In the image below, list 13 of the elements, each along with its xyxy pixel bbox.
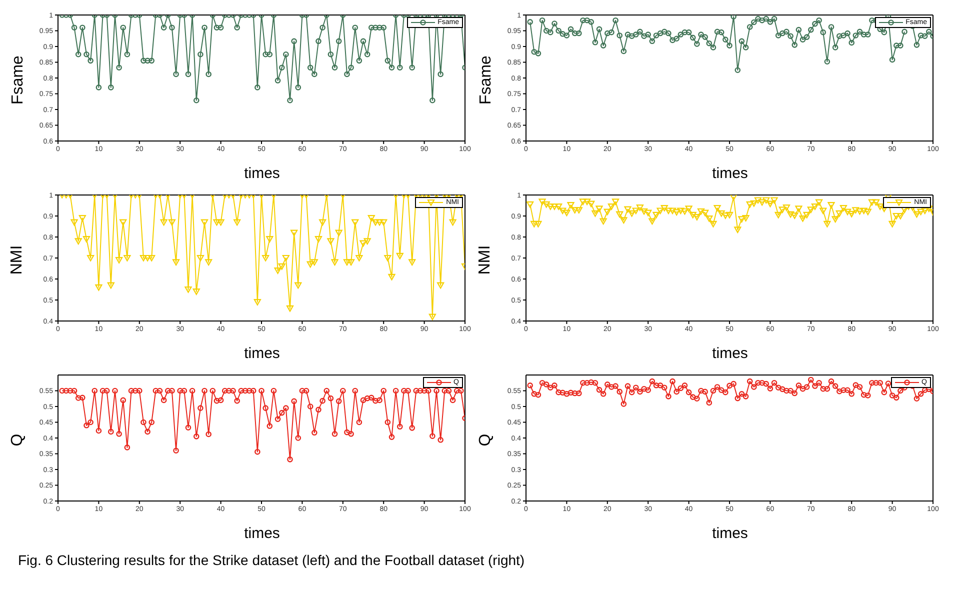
x-axis-title: times <box>243 165 281 182</box>
y-axis-title: NMI <box>477 245 495 275</box>
y-axis-title: Fsame <box>9 56 27 104</box>
x-axis-title: times <box>711 165 749 182</box>
y-axis-title: Q <box>476 434 495 446</box>
y-axis-title: NMI <box>9 245 27 275</box>
y-axis-title: Fsame <box>477 56 495 104</box>
y-axis-title: Q <box>8 434 27 446</box>
x-axis-title: times <box>243 345 281 362</box>
x-axis-title: times <box>711 525 749 542</box>
x-axis-title: times <box>711 345 749 362</box>
x-axis-title: times <box>243 525 281 542</box>
caption: Fig. 6 Clustering results for the Strike dataset (left) and the Football dataset (right) <box>18 552 526 568</box>
